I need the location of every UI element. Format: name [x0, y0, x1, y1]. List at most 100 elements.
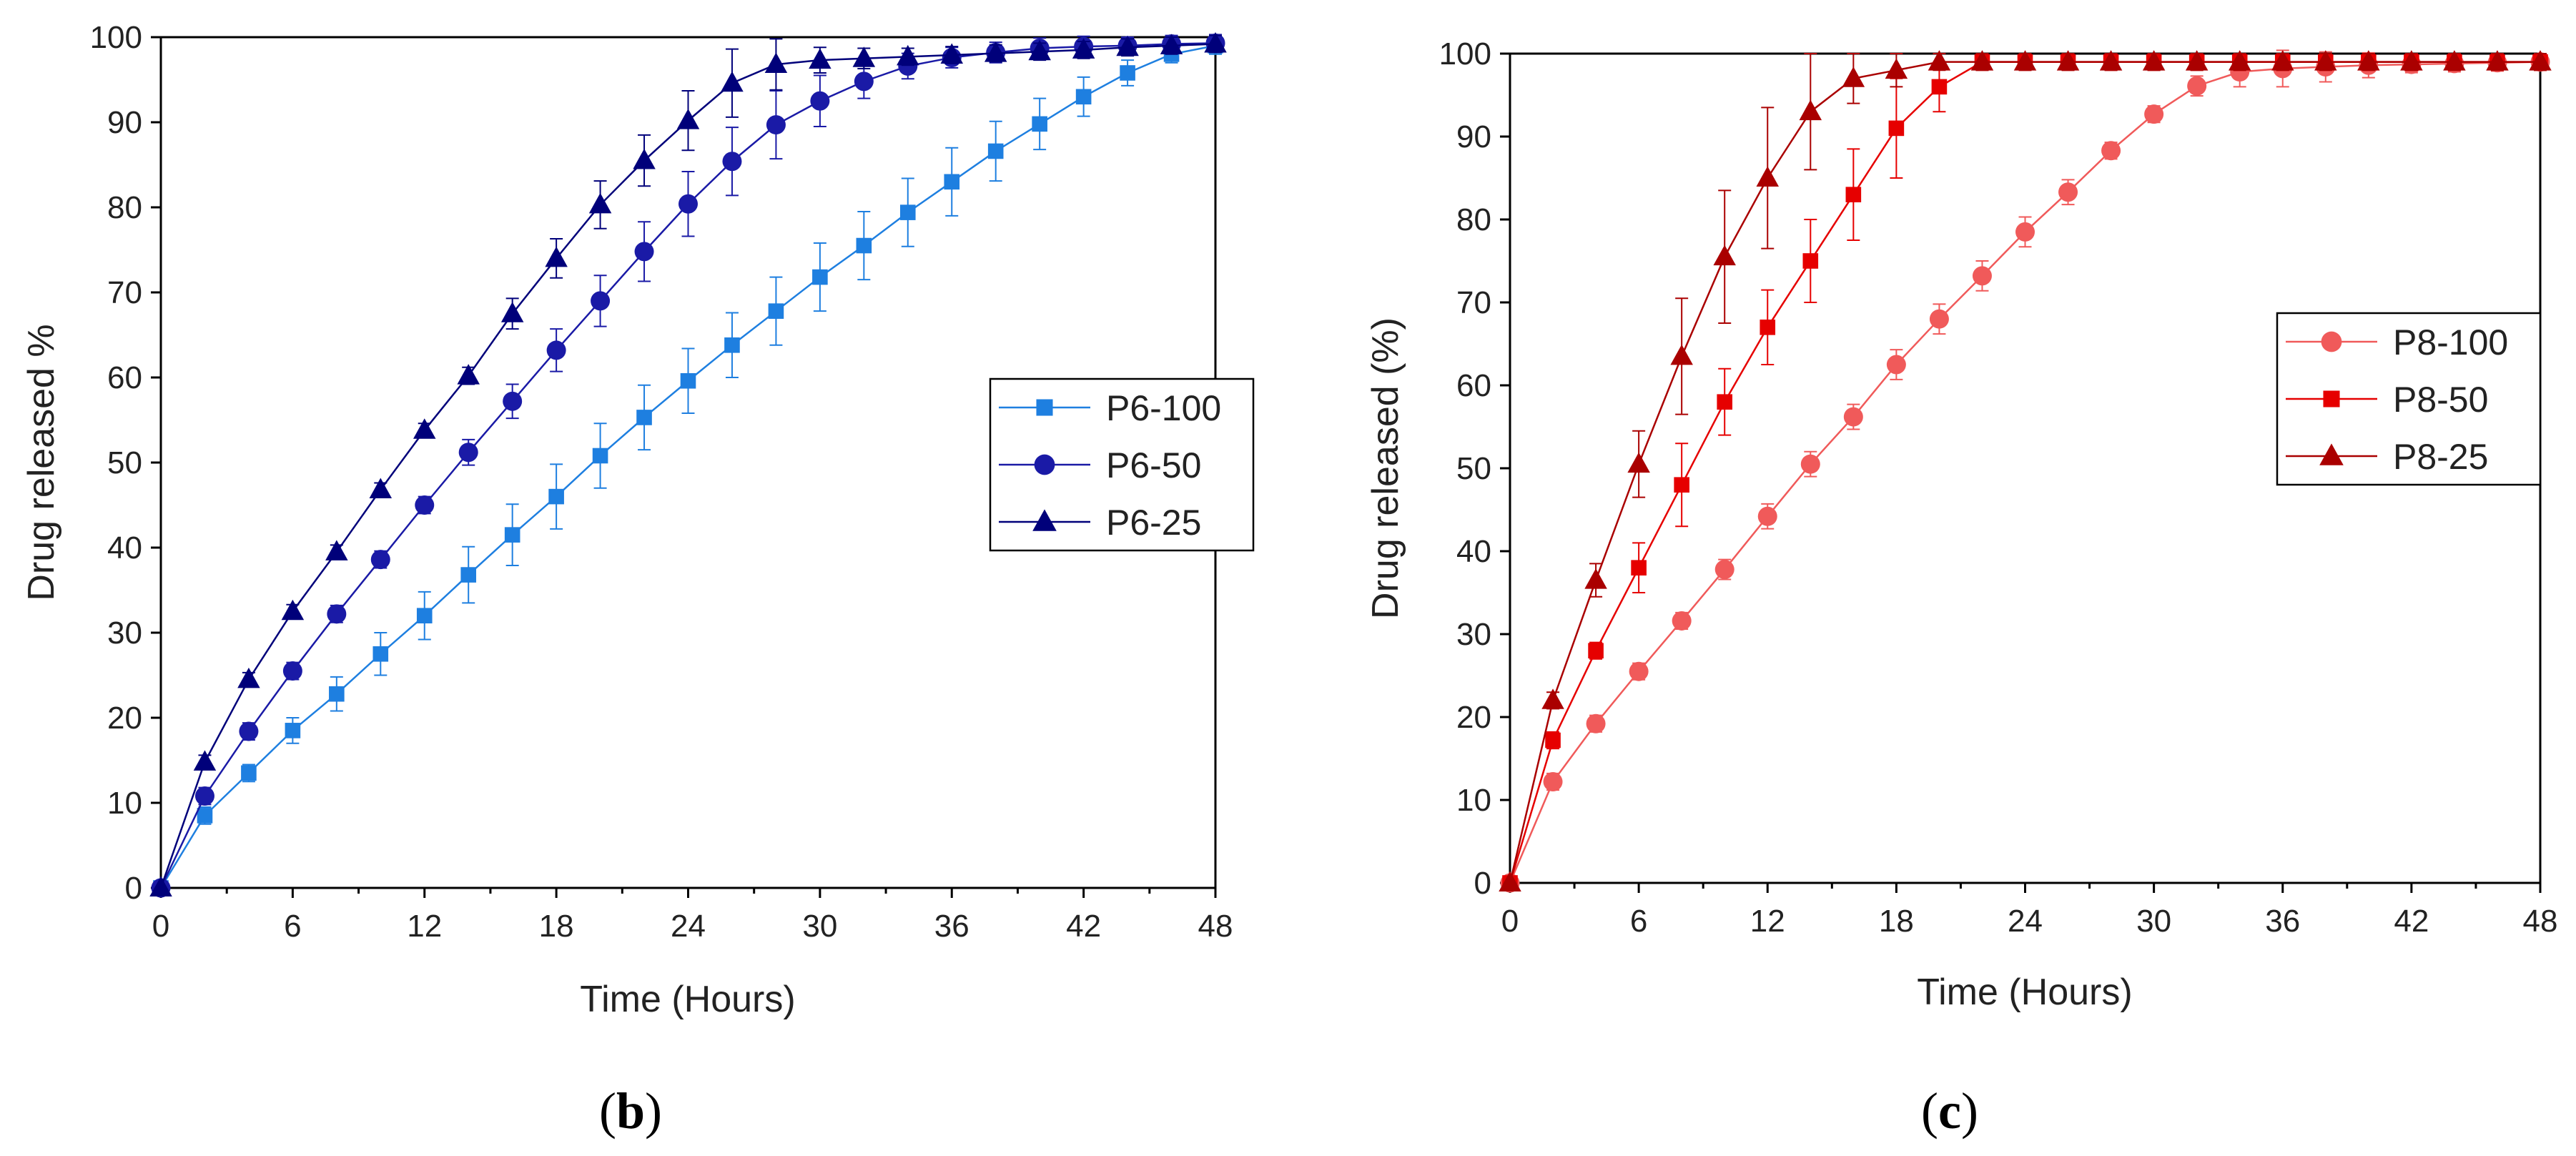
series-P8-25-point	[2228, 50, 2251, 71]
series-P6-50-point	[370, 550, 390, 570]
svg-text:(c): (c)	[1921, 1082, 1978, 1140]
chart-b-x-tick-label: 18	[539, 909, 574, 944]
legend-P6-25-label: P6-25	[1106, 503, 1201, 543]
chart-c-ticks: 0 6 12 18 24 30 36 42 48 0 10 20 30 40 50 60 70 80 90 100	[1439, 36, 2558, 939]
chart-b-x-tick-label: 12	[407, 909, 442, 944]
chart-c-series	[1499, 49, 2552, 893]
series-P6-25-point	[193, 750, 217, 771]
series-P6-25-point	[940, 43, 963, 64]
series-P6-100-point	[416, 608, 433, 623]
panel-label-b: (b)	[599, 1082, 662, 1140]
legend-P6-25-marker	[1032, 509, 1057, 531]
series-P6-50-point	[282, 661, 302, 681]
series-P8-50-point	[1931, 79, 1948, 95]
legend-P8-25-label: P8-25	[2393, 437, 2488, 477]
series-P8-100-point	[1629, 661, 1649, 681]
legend-item-P8-50: P8-50	[2286, 380, 2488, 420]
chart-b-y-axis-label: Drug released %	[21, 324, 62, 601]
legend-P6-100-label: P6-100	[1106, 388, 1221, 428]
chart-b-y-tick-label: 90	[107, 105, 142, 140]
series-P6-25-point	[369, 478, 393, 499]
chart-c-x-tick-label: 36	[2265, 904, 2300, 939]
chart-b-y-tick-label: 100	[90, 20, 142, 55]
chart-b-x-tick-label: 24	[671, 909, 706, 944]
series-P8-100-point	[1929, 309, 1949, 329]
chart-b-y-tick-label: 40	[107, 530, 142, 565]
chart-c-y-tick-label: 20	[1456, 700, 1491, 735]
chart-b-y-tick-label: 20	[107, 701, 142, 736]
chart-b-x-tick-label: 42	[1066, 909, 1101, 944]
series-P8-25-point	[2357, 50, 2380, 71]
series-P6-25-point	[325, 540, 348, 560]
series-P6-25-point	[237, 667, 260, 688]
series-P6-25-point	[1160, 34, 1183, 54]
series-P6-25-point	[809, 48, 831, 69]
series-P8-100-point	[1714, 560, 1734, 580]
chart-c-x-tick-label: 42	[2394, 904, 2429, 939]
chart-b-y-tick-label: 70	[107, 275, 142, 310]
chart-c-x-tick-label: 18	[1879, 904, 1914, 939]
chart-b-series	[149, 31, 1227, 898]
series-P6-100-point	[548, 488, 564, 505]
chart-c: 0 6 12 18 24 30 36 42 48 0 10 20 30 40 50 60 70 80 90 100 T…	[1365, 36, 2557, 1140]
series-P8-50-point	[1631, 560, 1647, 575]
series-P8-100-point	[2101, 141, 2121, 161]
series-P6-25-point	[149, 876, 172, 896]
series-P8-25-point	[2529, 50, 2552, 71]
series-P8-50-point	[1674, 477, 1689, 493]
legend-item-P6-25: P6-25	[999, 503, 1201, 543]
series-P6-50-point	[503, 391, 523, 411]
series-P6-100-point	[460, 567, 477, 583]
series-P8-25-point	[1541, 688, 1564, 709]
legend-P6-100-marker	[1036, 399, 1053, 416]
series-P6-100-point	[197, 808, 213, 824]
series-P8-50-point	[1845, 187, 1862, 202]
series-P8-50-point	[1760, 320, 1776, 335]
series-P8-100-point	[1886, 355, 1906, 375]
series-P8-25-point	[1756, 166, 1779, 187]
series-P8-25-point	[1842, 66, 1865, 87]
legend-P8-100-label: P8-100	[2393, 322, 2508, 362]
series-P6-25-point	[676, 109, 700, 129]
chart-b-y-tick-label: 0	[125, 871, 142, 906]
series-P8-25	[1499, 50, 2552, 891]
series-P6-25-point	[281, 599, 305, 621]
series-P8-25-point	[2443, 50, 2466, 71]
chart-c-y-tick-label: 90	[1456, 119, 1491, 154]
series-P6-50-point	[678, 194, 698, 214]
chart-c-y-tick-label: 60	[1456, 368, 1491, 403]
series-P8-100-point	[2187, 76, 2207, 96]
series-P6-50-point	[239, 721, 259, 741]
series-P6-50-point	[415, 495, 435, 515]
series-P6-50-point	[194, 786, 214, 806]
series-P8-25-point	[2056, 50, 2080, 71]
panel-label-c: (c)	[1921, 1082, 1978, 1140]
series-P8-25-point	[2271, 50, 2294, 71]
series-P6-100-point	[1120, 65, 1135, 81]
series-P6-100-point	[899, 204, 916, 220]
series-P8-100-point	[1757, 506, 1777, 526]
series-P8-25-point	[2486, 50, 2509, 71]
series-P8-25-point	[1713, 244, 1736, 266]
series-P6-100-point	[285, 723, 301, 738]
legend-item-P8-25: P8-25	[2286, 437, 2488, 477]
series-P8-100-point	[1586, 713, 1606, 733]
chart-c-y-tick-label: 50	[1456, 451, 1491, 486]
chart-c-x-tick-label: 6	[1630, 904, 1647, 939]
series-P6-100-point	[724, 337, 740, 353]
chart-c-x-tick-label: 48	[2523, 904, 2558, 939]
legend-item-P6-100: P6-100	[999, 388, 1221, 428]
series-P6-25-point	[413, 418, 436, 439]
series-P8-100-point	[2015, 222, 2035, 242]
series-P6-50-point	[722, 152, 742, 172]
chart-c-x-tick-label: 30	[2136, 904, 2171, 939]
chart-b-x-tick-label: 30	[802, 909, 837, 944]
series-P6-25	[149, 31, 1227, 896]
chart-c-x-axis-label: Time (Hours)	[1917, 972, 2132, 1013]
series-P6-25-point	[545, 246, 568, 267]
series-P6-25-point	[1116, 35, 1139, 56]
series-P6-50-point	[591, 291, 611, 311]
chart-b-ticks: 0 6 12 18 24 30 36 42 48 0 10 20 30 40 50 60 70 80 90 100	[90, 20, 1233, 944]
series-P8-25-point	[2400, 50, 2423, 71]
series-P6-50-point	[458, 443, 478, 463]
